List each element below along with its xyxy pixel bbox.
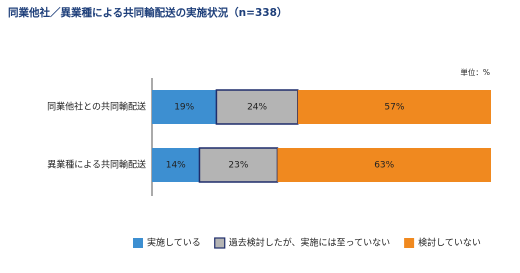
value-label: 57% — [384, 103, 404, 113]
value-label: 19% — [174, 103, 194, 113]
value-label: 63% — [374, 161, 394, 171]
bar-segment — [152, 148, 200, 182]
chart-title: 同業他社／異業種による共同輸配送の実施状況（n=338） — [8, 6, 287, 19]
bar-segment — [198, 147, 279, 183]
value-label: 23% — [228, 161, 248, 171]
y-tick-label: 同業他社との共同輸配送 — [47, 101, 146, 113]
bar-segment — [277, 148, 491, 182]
unit-label: 単位：% — [460, 67, 490, 77]
y-tick-label: 異業種による共同輸配送 — [47, 159, 146, 171]
bar-segment — [152, 90, 217, 124]
value-label: 14% — [166, 161, 186, 171]
legend-label: 過去検討したが、実施には至っていない — [229, 237, 390, 249]
legend-swatch — [404, 238, 415, 248]
value-label: 24% — [247, 103, 267, 113]
legend-label: 実施している — [147, 237, 201, 249]
legend-label: 検討していない — [418, 237, 481, 249]
bar-segment — [215, 89, 299, 125]
bar-segment — [297, 90, 491, 124]
legend-swatch — [133, 238, 143, 248]
legend-swatch — [214, 237, 226, 249]
